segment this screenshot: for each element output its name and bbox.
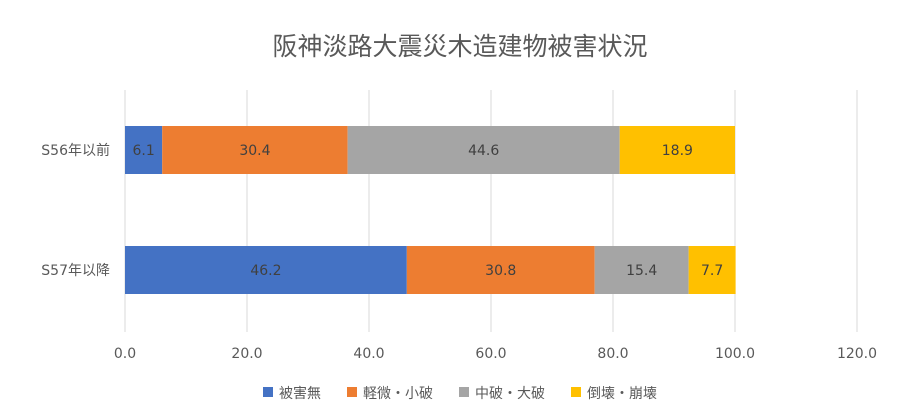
bars: 6.1 30.4 44.6 18.9 46.2 30.8 15.4 7.7 [125, 126, 736, 294]
category-label: S57年以降 [41, 263, 110, 279]
data-label: 44.6 [468, 143, 499, 159]
legend-item: 中破・大破 [459, 386, 545, 402]
data-label: 15.4 [626, 263, 657, 279]
bar-segment [125, 126, 163, 174]
legend-item: 倒壊・崩壊 [571, 386, 657, 402]
data-label: 18.9 [662, 143, 693, 159]
legend-swatch [263, 387, 273, 397]
category-axis: S56年以前 S57年以降 [41, 142, 110, 279]
data-label: 30.8 [485, 263, 516, 279]
legend-swatch [347, 387, 357, 397]
bar-segment [406, 246, 595, 294]
bar-segment [347, 126, 620, 174]
bar-segment [594, 246, 689, 294]
legend-label: 倒壊・崩壊 [587, 386, 657, 402]
legend-item: 軽微・小破 [347, 386, 433, 402]
x-tick-label: 20.0 [231, 346, 262, 362]
bar-segment [688, 246, 736, 294]
data-label: 6.1 [132, 143, 154, 159]
data-label: 7.7 [701, 263, 723, 279]
x-tick-label: 40.0 [353, 346, 384, 362]
x-tick-label: 100.0 [715, 346, 755, 362]
data-label: 30.4 [239, 143, 270, 159]
x-tick-label: 60.0 [475, 346, 506, 362]
bar-segment [125, 246, 407, 294]
x-tick-label: 80.0 [597, 346, 628, 362]
legend-label: 中破・大破 [475, 386, 545, 402]
category-label: S56年以前 [41, 142, 110, 159]
legend-swatch [459, 387, 469, 397]
bar-segment [619, 126, 735, 174]
legend-swatch [571, 387, 581, 397]
x-tick-label: 0.0 [114, 346, 136, 362]
legend-item: 被害無 [263, 386, 321, 402]
chart-title: 阪神淡路大震災木造建物被害状況 [272, 32, 647, 61]
bar-segment [162, 126, 348, 174]
value-axis: 0.0 20.0 40.0 60.0 80.0 100.0 120.0 [114, 346, 877, 362]
legend-label: 軽微・小破 [363, 386, 433, 402]
legend: 被害無 軽微・小破 中破・大破 倒壊・崩壊 [263, 386, 657, 402]
data-label: 46.2 [250, 263, 281, 279]
x-tick-label: 120.0 [837, 346, 877, 362]
legend-label: 被害無 [279, 386, 321, 402]
